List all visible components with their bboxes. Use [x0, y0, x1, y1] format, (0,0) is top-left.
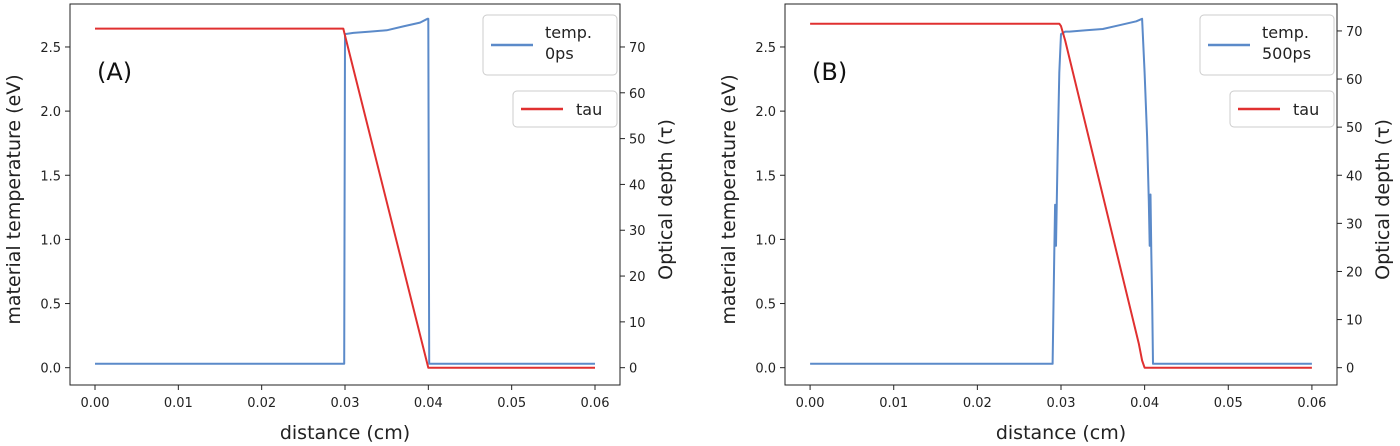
legend-box	[1229, 90, 1335, 128]
y2-tick-label: 70	[1346, 25, 1363, 40]
y-tick-label: 1.5	[755, 169, 776, 184]
y-tick-label: 1.0	[755, 233, 776, 248]
legend-temp-a: temp. 0ps	[482, 14, 618, 76]
plot-lines-a	[95, 17, 595, 369]
y-tick-label: 2.5	[40, 41, 61, 56]
y2-tick-label: 30	[1346, 217, 1363, 232]
y-tick-label: 2.5	[755, 41, 776, 56]
legend-tau-b: tau	[1229, 90, 1335, 128]
y2-tick-label: 20	[629, 270, 646, 285]
panel-label-b: (B)	[812, 58, 847, 86]
y2-tick-label: 60	[629, 87, 646, 102]
y2-tick-label: 10	[1346, 314, 1363, 329]
y2-axis-label-a: Optical depth (τ)	[655, 119, 677, 280]
panel-label-a: (A)	[97, 58, 132, 86]
y2-tick-label: 70	[629, 41, 646, 56]
chart-panel-b: 0.00 0.01 0.02 0.03 0.04 0.05 0.06 0.0 0.5 1.0 1.…	[718, 3, 1394, 444]
legend-tau-label: tau	[576, 100, 602, 119]
series-tau-line-b	[810, 22, 1312, 369]
x-tick-label: 0.01	[164, 396, 193, 411]
series-temp-line-b	[810, 17, 1312, 365]
plot-lines-b	[810, 17, 1312, 369]
y2-tick-label: 60	[1346, 73, 1363, 88]
x-tick-label: 0.05	[497, 396, 526, 411]
y2-tick-label: 50	[629, 133, 646, 148]
y2-tick-label: 50	[1346, 121, 1363, 136]
x-tick-label: 0.05	[1214, 396, 1243, 411]
x-axis-label-a: distance (cm)	[280, 422, 410, 444]
y2-axis-label-b: Optical depth (τ)	[1372, 119, 1394, 280]
y2-tick-label: 30	[629, 224, 646, 239]
x-tick-label: 0.00	[796, 396, 825, 411]
x-tick-label: 0.06	[581, 396, 610, 411]
legend-box	[1199, 14, 1335, 76]
legend-temp-label: temp. 500ps	[1262, 23, 1311, 63]
x-tick-label: 0.06	[1297, 396, 1326, 411]
y-tick-label: 2.0	[755, 105, 776, 120]
chart-panel-a: 0.00 0.01 0.02 0.03 0.04 0.05 0.06 0.0 0.5 1.0 1.…	[3, 3, 677, 444]
x-tick-label: 0.04	[1130, 396, 1159, 411]
y-tick-label: 1.0	[40, 233, 61, 248]
y-axis-ticks-b: 0.0 0.5 1.0 1.5 2.0 2.5	[755, 41, 785, 377]
y-axis-ticks-a: 0.0 0.5 1.0 1.5 2.0 2.5	[40, 41, 70, 377]
x-tick-label: 0.03	[331, 396, 360, 411]
series-tau-line-a	[95, 27, 595, 369]
x-axis-ticks-b: 0.00 0.01 0.02 0.03 0.04 0.05 0.06	[796, 385, 1326, 411]
y2-axis-ticks-b: 0 10 20 30 40 50 60 70	[1337, 25, 1363, 377]
x-axis-label-b: distance (cm)	[996, 422, 1126, 444]
y2-tick-label: 10	[629, 316, 646, 331]
legend-box	[482, 14, 618, 76]
y-axis-label-a: material temperature (eV)	[3, 74, 25, 324]
legend-box	[512, 90, 618, 128]
y-tick-label: 0.5	[755, 298, 776, 313]
y-tick-label: 0.0	[755, 362, 776, 377]
legend-tau-label: tau	[1293, 100, 1319, 119]
y2-tick-label: 40	[629, 178, 646, 193]
x-tick-label: 0.02	[247, 396, 276, 411]
y-tick-label: 1.5	[40, 169, 61, 184]
y-axis-label-b: material temperature (eV)	[718, 74, 740, 324]
y2-tick-label: 0	[1346, 362, 1354, 377]
x-tick-label: 0.04	[414, 396, 443, 411]
y2-axis-ticks-a: 0 10 20 30 40 50 60 70	[620, 41, 646, 377]
legend-temp-b: temp. 500ps	[1199, 14, 1335, 76]
y2-tick-label: 20	[1346, 265, 1363, 280]
x-tick-label: 0.01	[879, 396, 908, 411]
y-tick-label: 0.5	[40, 298, 61, 313]
y2-tick-label: 0	[629, 362, 637, 377]
legend-tau-a: tau	[512, 90, 618, 128]
y-tick-label: 2.0	[40, 105, 61, 120]
x-tick-label: 0.02	[963, 396, 992, 411]
x-tick-label: 0.00	[81, 396, 110, 411]
legend-temp-label: temp. 0ps	[545, 23, 592, 63]
x-tick-label: 0.03	[1047, 396, 1076, 411]
x-axis-ticks-a: 0.00 0.01 0.02 0.03 0.04 0.05 0.06	[81, 385, 610, 411]
y2-tick-label: 40	[1346, 169, 1363, 184]
series-temp-line-a	[95, 17, 595, 365]
y-tick-label: 0.0	[40, 362, 61, 377]
